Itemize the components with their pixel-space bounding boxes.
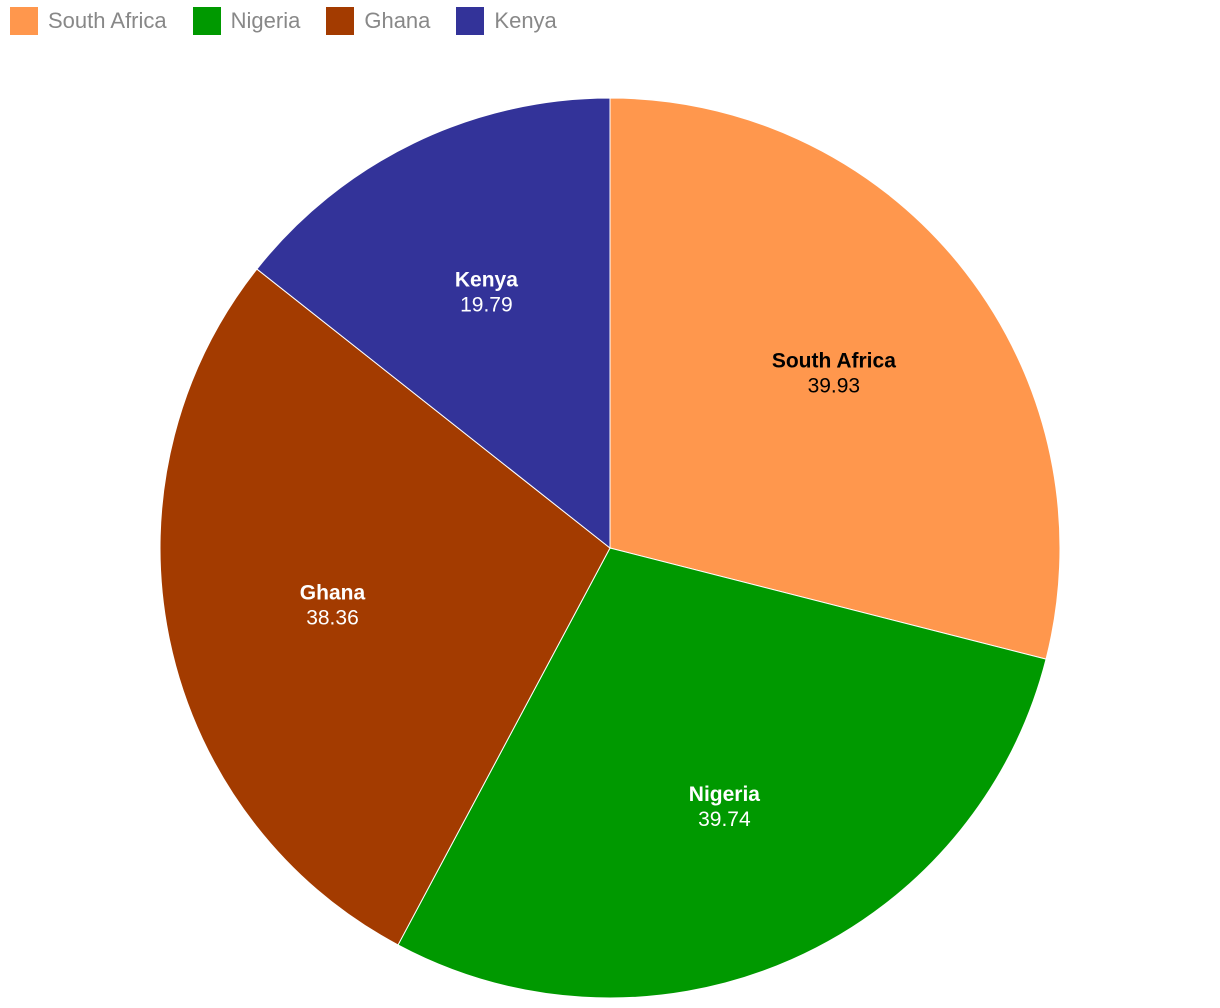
legend-swatch [326,7,355,35]
legend-item: South Africa [10,7,167,35]
pie-slice [609,97,1061,660]
legend-item: Kenya [456,7,557,35]
legend-swatch [10,7,38,35]
legend: South Africa Nigeria Ghana Kenya [10,7,557,35]
slice-label: Nigeria [689,783,761,806]
pie-slice [397,547,1047,999]
legend-swatch [192,7,221,35]
legend-label: Nigeria [230,8,301,33]
legend-label: Kenya [494,8,557,33]
legend-label: South Africa [48,8,167,33]
slice-value: 39.74 [698,808,751,831]
slice-value: 38.36 [306,606,359,629]
legend-item: Ghana [326,7,430,35]
legend-label: Ghana [364,8,431,33]
pie-slice [256,97,611,550]
slice-value: 19.79 [460,293,513,316]
legend-swatch [456,7,485,35]
slice-label: Ghana [300,581,366,604]
slice-label: South Africa [772,350,896,373]
slice-value: 39.93 [808,375,861,398]
legend-item: Nigeria [192,7,301,35]
slice-label: Kenya [455,268,518,291]
pie-slice [159,268,611,946]
